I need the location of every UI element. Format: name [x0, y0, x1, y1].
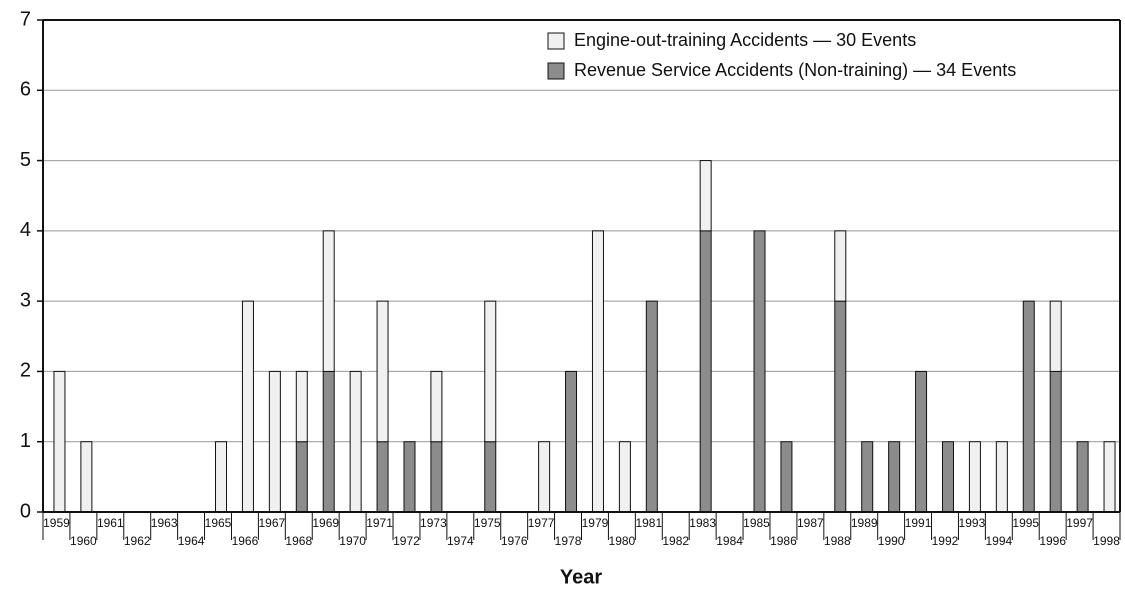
bar-segment: [834, 230, 847, 302]
bar-segment: [376, 441, 389, 513]
bar-segment: [968, 441, 981, 513]
x-tick-label: 1973: [420, 516, 447, 530]
x-tick-label: 1983: [689, 516, 716, 530]
x-tick-label: 1986: [770, 534, 797, 548]
bar-segment: [591, 230, 604, 513]
y-tick-label: 5: [20, 149, 31, 171]
bar-segment: [565, 370, 578, 513]
x-tick-label: 1997: [1066, 516, 1093, 530]
x-axis-label: Year: [560, 566, 602, 588]
bar-segment: [430, 441, 443, 513]
bar-segment: [699, 230, 712, 513]
x-tick-label: 1969: [312, 516, 339, 530]
bar-segment: [322, 370, 335, 513]
y-tick-label: 1: [20, 430, 31, 452]
x-tick-label: 1960: [70, 534, 97, 548]
bar-segment: [618, 441, 631, 513]
bar-segment: [403, 441, 416, 513]
y-tick-label: 0: [20, 500, 31, 522]
bar-segment: [1076, 441, 1089, 513]
x-tick-label: 1984: [716, 534, 743, 548]
x-tick-label: 1974: [447, 534, 474, 548]
bar-segment: [888, 441, 901, 513]
x-tick-label: 1978: [555, 534, 582, 548]
bar-segment: [995, 441, 1008, 513]
x-tick-label: 1982: [662, 534, 689, 548]
bar-segment: [349, 370, 362, 513]
x-tick-label: 1970: [339, 534, 366, 548]
legend-label: Engine-out-training Accidents — 30 Event…: [574, 30, 916, 50]
x-tick-label: 1959: [43, 516, 70, 530]
x-tick-label: 1972: [393, 534, 420, 548]
x-tick-label: 1995: [1012, 516, 1039, 530]
legend-label: Revenue Service Accidents (Non-training)…: [574, 60, 1016, 80]
bar-segment: [484, 441, 497, 513]
x-tick-label: 1964: [178, 534, 205, 548]
x-tick-label: 1988: [824, 534, 851, 548]
bar-segment: [295, 441, 308, 513]
x-tick-label: 1971: [366, 516, 393, 530]
x-tick-label: 1994: [985, 534, 1012, 548]
x-tick-label: 1992: [932, 534, 959, 548]
bar-segment: [1022, 300, 1035, 513]
x-tick-label: 1968: [285, 534, 312, 548]
x-tick-label: 1976: [501, 534, 528, 548]
bar-segment: [430, 370, 443, 443]
bar-segment: [322, 230, 335, 372]
y-tick-label: 3: [20, 289, 31, 311]
x-tick-label: 1967: [259, 516, 286, 530]
x-tick-label: 1987: [797, 516, 824, 530]
legend-swatch: [547, 32, 565, 50]
bar-segment: [376, 300, 389, 443]
y-tick-label: 6: [20, 79, 31, 101]
bar-segment: [780, 441, 793, 513]
x-tick-label: 1996: [1039, 534, 1066, 548]
bar-segment: [861, 441, 874, 513]
bar-segment: [1103, 441, 1116, 513]
bar-segment: [1049, 370, 1062, 513]
x-tick-label: 1961: [97, 516, 124, 530]
x-tick-label: 1998: [1093, 534, 1120, 548]
x-tick-label: 1965: [205, 516, 232, 530]
bar-segment: [753, 230, 766, 513]
x-tick-label: 1985: [743, 516, 770, 530]
y-tick-label: 2: [20, 360, 31, 382]
x-tick-label: 1981: [635, 516, 662, 530]
x-tick-label: 1979: [582, 516, 609, 530]
x-tick-label: 1977: [528, 516, 555, 530]
bar-segment: [645, 300, 658, 513]
x-tick-label: 1993: [959, 516, 986, 530]
bar-segment: [915, 370, 928, 513]
bar-segment: [80, 441, 93, 513]
x-tick-label: 1980: [609, 534, 636, 548]
bar-segment: [241, 300, 254, 513]
x-tick-label: 1990: [878, 534, 905, 548]
bar-segment: [538, 441, 551, 513]
x-tick-label: 1963: [151, 516, 178, 530]
bar-segment: [484, 300, 497, 443]
bar-segment: [295, 370, 308, 443]
y-tick-label: 4: [20, 219, 31, 241]
bar-segment: [53, 370, 66, 513]
legend-swatch: [547, 62, 565, 80]
bar-segment: [215, 441, 228, 513]
bar-segment: [699, 160, 712, 232]
x-tick-label: 1975: [474, 516, 501, 530]
bar-segment: [834, 300, 847, 513]
x-tick-label: 1966: [232, 534, 259, 548]
y-tick-label: 7: [20, 8, 31, 30]
bar-segment: [941, 441, 954, 513]
x-tick-label: 1962: [124, 534, 151, 548]
bar-segment: [1049, 300, 1062, 372]
bar-segment: [268, 370, 281, 513]
x-tick-label: 1991: [905, 516, 932, 530]
x-tick-label: 1989: [851, 516, 878, 530]
